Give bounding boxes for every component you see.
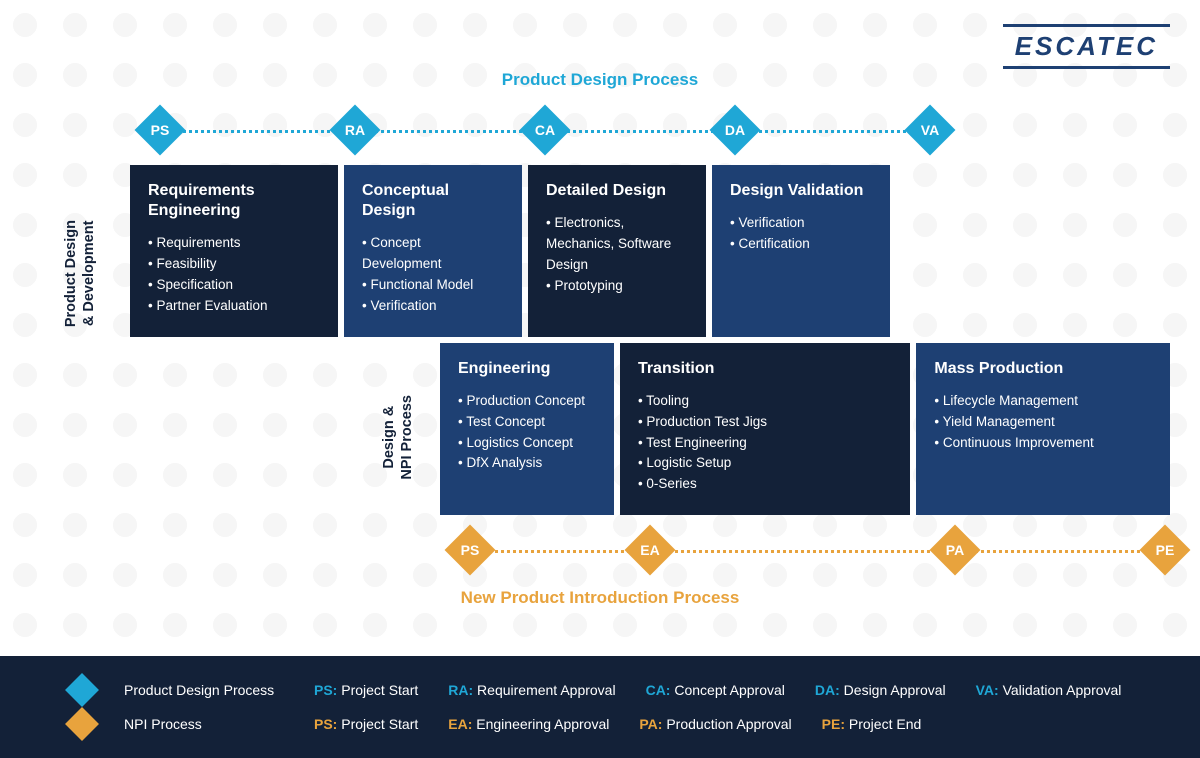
cards-row-1: Requirements Engineering RequirementsFeas…	[130, 165, 1170, 337]
card-item: Yield Management	[934, 412, 1152, 433]
milestone-label: PE	[1147, 532, 1183, 568]
card-item-list: Concept DevelopmentFunctional ModelVerif…	[362, 233, 504, 317]
legend-item: RA: Requirement Approval	[448, 682, 615, 698]
top-process-title: Product Design Process	[30, 70, 1170, 90]
legend-row: Product Design Process PS: Project Start R…	[70, 678, 1160, 702]
card-item: Requirements	[148, 233, 320, 254]
card-item: Functional Model	[362, 275, 504, 296]
card-item: Partner Evaluation	[148, 296, 320, 317]
card-item: Production Concept	[458, 391, 596, 412]
card-item: Logistics Concept	[458, 433, 596, 454]
diagram-content: Product Design Process PS RA CA DA VA Produc…	[0, 0, 1200, 608]
card-title: Transition	[638, 359, 892, 379]
legend-abbr: RA:	[448, 682, 477, 698]
card-item-list: ToolingProduction Test JigsTest Engineer…	[638, 391, 892, 496]
process-card: Mass Production Lifecycle ManagementYield…	[916, 343, 1170, 516]
card-title: Detailed Design	[546, 181, 688, 201]
legend-diamond-icon	[65, 707, 99, 741]
legend-abbr: VA:	[976, 682, 1003, 698]
legend-item: DA: Design Approval	[815, 682, 946, 698]
process-card: Requirements Engineering RequirementsFeas…	[130, 165, 338, 337]
milestone-diamond-ps: PS	[135, 105, 186, 156]
legend-item: VA: Validation Approval	[976, 682, 1122, 698]
legend-item: CA: Concept Approval	[646, 682, 785, 698]
legend-process-title: NPI Process	[124, 716, 284, 732]
bottom-milestone-row: PSEAPAPE	[130, 530, 1170, 570]
milestone-diamond-pe: PE	[1140, 525, 1191, 576]
legend-item: EA: Engineering Approval	[448, 716, 609, 732]
milestone-diamond-ps: PS	[445, 525, 496, 576]
milestone-label: PS	[142, 112, 178, 148]
legend-item: PE: Project End	[822, 716, 922, 732]
legend-item: PA: Production Approval	[639, 716, 791, 732]
process-card: Engineering Production ConceptTest Concep…	[440, 343, 614, 516]
card-item-list: Electronics, Mechanics, Software DesignP…	[546, 213, 688, 297]
milestone-label: RA	[337, 112, 373, 148]
card-title: Conceptual Design	[362, 181, 504, 221]
card-item: Certification	[730, 234, 872, 255]
legend-abbr: PS:	[314, 716, 341, 732]
legend-diamond-icon	[65, 673, 99, 707]
legend-row: NPI Process PS: Project Start EA: Engineer…	[70, 712, 1160, 736]
legend-abbr: CA:	[646, 682, 675, 698]
card-title: Requirements Engineering	[148, 181, 320, 221]
milestone-label: CA	[527, 112, 563, 148]
card-title: Engineering	[458, 359, 596, 379]
card-title: Design Validation	[730, 181, 872, 201]
milestone-diamond-pa: PA	[930, 525, 981, 576]
milestone-diamond-va: VA	[905, 105, 956, 156]
process-card: Detailed Design Electronics, Mechanics, S…	[528, 165, 706, 337]
row2-vertical-label: Design &NPI Process	[380, 395, 416, 480]
row1-vertical-label: Product Design& Development	[62, 220, 98, 327]
milestone-diamond-ca: CA	[520, 105, 571, 156]
legend-abbr: EA:	[448, 716, 476, 732]
milestone-label: VA	[912, 112, 948, 148]
logo-text: ESCATEC	[1003, 24, 1170, 69]
card-item-list: Production ConceptTest ConceptLogistics …	[458, 391, 596, 475]
process-card: Conceptual Design Concept DevelopmentFunc…	[344, 165, 522, 337]
card-item: Lifecycle Management	[934, 391, 1152, 412]
card-item: Feasibility	[148, 254, 320, 275]
milestone-line	[470, 550, 1165, 553]
milestone-diamond-ea: EA	[625, 525, 676, 576]
card-item: Tooling	[638, 391, 892, 412]
legend-item: PS: Project Start	[314, 716, 418, 732]
legend-abbr: DA:	[815, 682, 844, 698]
milestone-label: PA	[937, 532, 973, 568]
legend-abbr: PE:	[822, 716, 849, 732]
legend-item: PS: Project Start	[314, 682, 418, 698]
card-item: Specification	[148, 275, 320, 296]
card-item: Test Engineering	[638, 433, 892, 454]
milestone-diamond-da: DA	[710, 105, 761, 156]
card-item: DfX Analysis	[458, 453, 596, 474]
legend-abbr: PS:	[314, 682, 341, 698]
milestone-label: DA	[717, 112, 753, 148]
card-item: Continuous Improvement	[934, 433, 1152, 454]
card-title: Mass Production	[934, 359, 1152, 379]
card-item: Logistic Setup	[638, 453, 892, 474]
top-milestone-row: PS RA CA DA VA	[130, 110, 1170, 150]
card-item: 0-Series	[638, 474, 892, 495]
card-item: Test Concept	[458, 412, 596, 433]
legend: Product Design Process PS: Project Start R…	[0, 656, 1200, 758]
process-card: Design Validation VerificationCertificati…	[712, 165, 890, 337]
milestone-diamond-ra: RA	[330, 105, 381, 156]
legend-abbr: PA:	[639, 716, 666, 732]
card-item: Verification	[362, 296, 504, 317]
logo: ESCATEC	[1003, 24, 1170, 69]
card-item: Production Test Jigs	[638, 412, 892, 433]
card-item-list: VerificationCertification	[730, 213, 872, 255]
cards-row-2: Engineering Production ConceptTest Concep…	[440, 343, 1170, 516]
milestone-label: PS	[452, 532, 488, 568]
bottom-process-title: New Product Introduction Process	[30, 588, 1170, 608]
card-item-list: Lifecycle ManagementYield ManagementCont…	[934, 391, 1152, 454]
legend-process-title: Product Design Process	[124, 682, 284, 698]
card-item-list: RequirementsFeasibilitySpecificationPart…	[148, 233, 320, 317]
card-item: Prototyping	[546, 276, 688, 297]
card-item: Concept Development	[362, 233, 504, 275]
card-item: Verification	[730, 213, 872, 234]
milestone-label: EA	[632, 532, 668, 568]
card-item: Electronics, Mechanics, Software Design	[546, 213, 688, 276]
process-card: Transition ToolingProduction Test JigsTes…	[620, 343, 910, 516]
